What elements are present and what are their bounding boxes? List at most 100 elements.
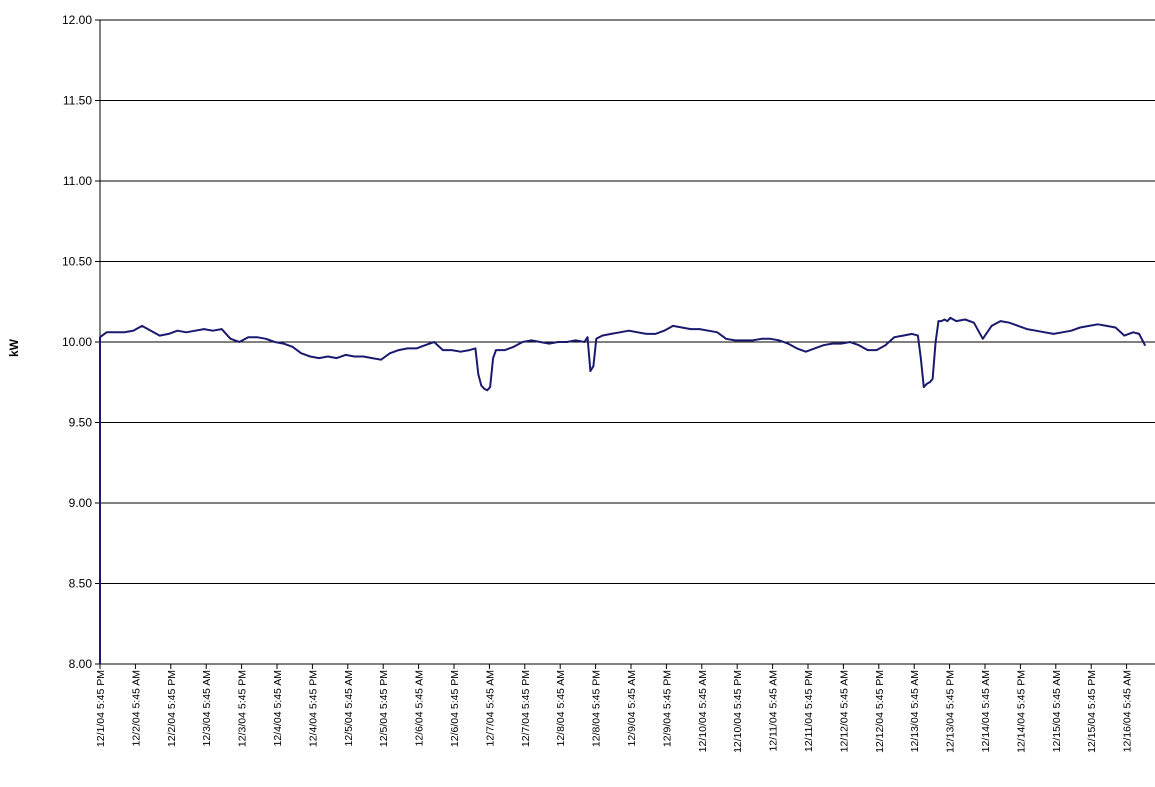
x-tick-label: 12/4/04 5:45 PM xyxy=(307,670,319,747)
data-point xyxy=(99,663,101,665)
data-point xyxy=(1132,331,1134,334)
data-point xyxy=(483,387,486,390)
x-tick-label: 12/8/04 5:45 AM xyxy=(555,670,567,746)
data-point xyxy=(1035,329,1037,332)
data-point xyxy=(1043,331,1046,334)
data-point xyxy=(247,336,249,339)
data-point xyxy=(628,329,630,332)
data-point xyxy=(477,373,480,376)
data-point xyxy=(1138,333,1140,335)
data-point xyxy=(931,378,934,380)
data-point xyxy=(397,349,400,351)
data-point xyxy=(698,328,701,330)
data-point xyxy=(858,344,860,347)
data-point xyxy=(442,349,444,351)
data-point xyxy=(1052,333,1055,335)
data-point xyxy=(1079,326,1081,329)
data-point xyxy=(566,341,568,343)
data-point xyxy=(707,329,710,332)
data-point xyxy=(300,352,303,355)
data-point xyxy=(229,338,232,340)
data-point xyxy=(141,325,143,327)
y-tick-label: 12.00 xyxy=(62,13,92,27)
y-tick-label: 11.50 xyxy=(63,94,92,108)
data-point xyxy=(734,339,736,342)
data-point xyxy=(654,333,657,335)
data-point xyxy=(1026,328,1028,330)
data-point xyxy=(805,350,807,353)
data-point xyxy=(99,336,101,339)
data-point xyxy=(796,347,798,350)
data-point xyxy=(949,317,952,319)
x-tick-label: 12/13/04 5:45 AM xyxy=(909,670,921,752)
x-tick-label: 12/14/04 5:45 PM xyxy=(1015,670,1027,753)
data-point xyxy=(265,338,267,340)
data-point xyxy=(557,341,559,343)
data-point xyxy=(1097,323,1099,326)
data-point xyxy=(415,347,418,350)
x-tick-label: 12/6/04 5:45 AM xyxy=(414,670,426,746)
data-point xyxy=(459,350,462,353)
data-point xyxy=(433,341,435,343)
data-point xyxy=(920,357,922,359)
y-tick-label: 9.00 xyxy=(69,496,93,510)
data-point xyxy=(955,320,957,322)
series-line xyxy=(99,316,1146,664)
data-point xyxy=(344,354,347,356)
data-point xyxy=(530,339,533,342)
series-group xyxy=(99,316,1146,665)
x-tick-label: 12/15/04 5:45 PM xyxy=(1086,670,1098,753)
data-point xyxy=(335,357,338,359)
x-tick-label: 12/4/04 5:45 AM xyxy=(272,670,284,746)
x-tick-label: 12/5/04 5:45 PM xyxy=(378,670,390,747)
data-point xyxy=(492,357,494,359)
data-point xyxy=(925,383,928,385)
data-point xyxy=(595,338,598,340)
x-tick-label: 12/13/04 5:45 PM xyxy=(945,670,957,753)
data-point xyxy=(778,339,780,342)
y-tick-label: 8.50 xyxy=(69,577,93,591)
data-point xyxy=(917,334,919,337)
data-point xyxy=(999,320,1002,322)
data-point xyxy=(574,339,577,342)
data-point xyxy=(760,338,763,340)
data-point xyxy=(380,358,382,361)
data-point xyxy=(291,346,294,348)
x-tick-label: 12/10/04 5:45 PM xyxy=(732,670,744,753)
data-point xyxy=(934,341,937,343)
data-point xyxy=(353,355,356,358)
data-point xyxy=(318,357,320,359)
data-point xyxy=(875,349,878,351)
data-point xyxy=(849,341,851,343)
data-point xyxy=(158,334,161,337)
data-point xyxy=(389,352,391,355)
data-point xyxy=(548,342,550,345)
x-tick-label: 12/12/04 5:45 PM xyxy=(874,670,886,753)
data-point xyxy=(840,342,842,345)
data-point xyxy=(498,349,500,351)
data-point xyxy=(495,349,497,351)
data-point xyxy=(150,329,152,332)
data-point xyxy=(601,334,603,337)
data-point xyxy=(982,338,984,340)
data-point xyxy=(902,334,904,337)
data-point xyxy=(586,336,589,339)
data-point xyxy=(212,329,214,332)
data-point xyxy=(636,331,639,334)
y-tick-label: 11.00 xyxy=(63,174,92,188)
data-point xyxy=(424,344,427,347)
y-tick-label: 9.50 xyxy=(69,416,93,430)
data-point xyxy=(725,338,727,340)
data-point xyxy=(716,331,719,334)
x-tick-label: 12/3/04 5:45 AM xyxy=(201,670,213,746)
data-point xyxy=(167,333,170,335)
data-point xyxy=(813,347,816,350)
y-tick-label: 10.00 xyxy=(62,335,92,349)
data-point xyxy=(831,342,834,345)
x-tick-label: 12/9/04 5:45 AM xyxy=(626,670,638,746)
data-point xyxy=(123,331,126,334)
data-point xyxy=(672,325,674,327)
data-point xyxy=(645,333,648,335)
data-point xyxy=(866,349,869,351)
